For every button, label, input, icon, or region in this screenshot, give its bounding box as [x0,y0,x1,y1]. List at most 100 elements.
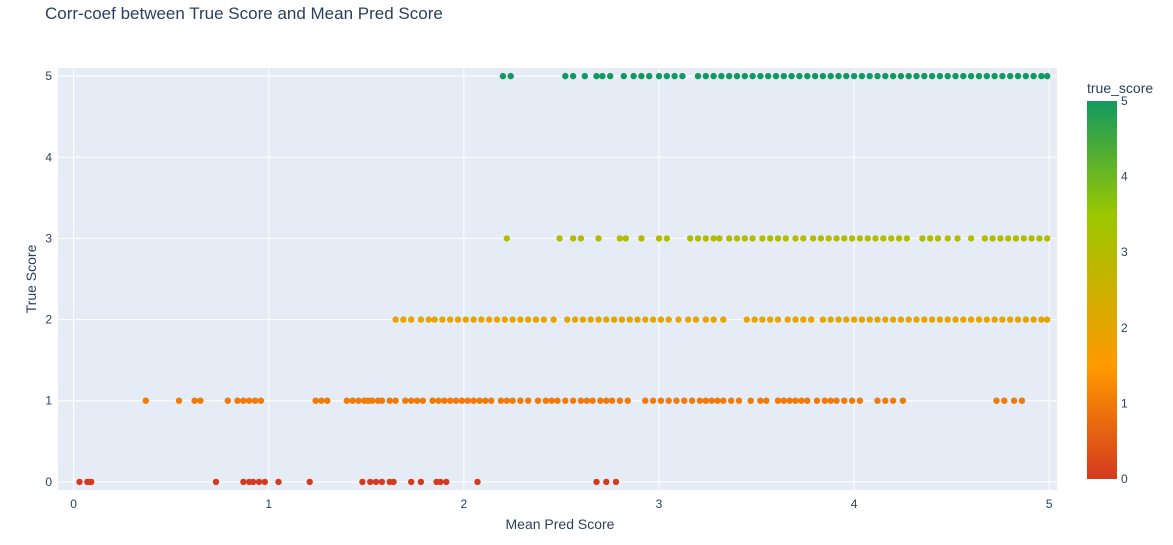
data-point [408,397,415,404]
data-point [616,235,624,242]
data-point [710,72,717,80]
data-point [673,397,680,404]
x-tick-label: 3 [656,497,663,511]
data-point [718,72,725,80]
data-point [811,72,819,80]
data-point [443,478,450,486]
data-point [1038,316,1045,323]
x-tick-label: 1 [265,497,272,511]
data-point [493,316,501,323]
data-point [716,235,723,242]
data-point [960,72,967,80]
data-point [540,316,547,323]
data-point [813,397,821,404]
data-point [349,397,356,404]
data-point [1014,72,1022,80]
data-point [417,478,425,486]
data-point [431,316,438,323]
data-point [928,72,936,80]
data-point [624,397,631,404]
data-point [593,478,600,486]
data-point [454,316,462,323]
data-point [240,397,247,404]
data-point [577,397,585,404]
data-point [359,478,366,486]
data-point [882,397,889,404]
data-point [833,397,840,404]
data-point [642,397,649,404]
data-point [425,316,432,323]
data-point [997,235,1004,242]
data-point [804,397,811,404]
data-point [804,72,811,80]
colorbar-tick-labels: 0 1 2 3 4 5 [1121,94,1128,486]
y-axis-title: True Score [23,244,39,313]
data-point [975,72,983,80]
data-point [579,316,587,323]
data-point [663,72,670,80]
data-point [595,235,602,242]
data-point [749,235,756,242]
data-point [702,316,709,323]
x-tick-label: 0 [70,497,77,511]
data-point [792,397,799,404]
data-point [1007,316,1014,323]
data-point [525,316,532,323]
data-point [743,316,750,323]
data-point [954,235,961,242]
data-point [944,235,951,242]
data-point [622,235,629,242]
data-point [841,397,848,404]
data-point [577,235,585,242]
data-point [850,316,858,323]
data-point [488,397,495,404]
data-point [772,72,780,80]
data-point [1030,72,1037,80]
data-point [470,316,477,323]
data-point [1028,235,1035,242]
data-point [562,397,569,404]
data-point [874,397,881,404]
data-point [993,397,1000,404]
y-tick-label: 2 [45,313,52,327]
data-point [525,397,532,404]
data-point [817,235,825,242]
data-point [402,397,409,404]
data-point [507,72,514,80]
colorbar-title: true_score [1087,80,1153,96]
data-point [532,316,540,323]
data-point [1012,235,1020,242]
data-point [408,316,415,323]
data-point [819,72,827,80]
data-point [848,397,856,404]
data-point [610,316,618,323]
data-point [1036,235,1043,242]
data-point [967,316,975,323]
data-point [642,316,649,323]
data-point [913,316,920,323]
data-point [800,316,807,323]
data-point [1038,72,1045,80]
data-point [889,72,897,80]
data-point [967,235,975,242]
data-point [612,478,620,486]
data-point [702,397,709,404]
colorbar-tick-label: 4 [1121,170,1128,184]
data-point [569,397,577,404]
data-point [882,72,889,80]
data-point [856,397,864,404]
data-point [458,397,466,404]
data-point [835,316,842,323]
data-point [1022,72,1029,80]
data-point [534,397,542,404]
data-point [665,397,672,404]
data-point [517,397,524,404]
data-point [991,72,998,80]
data-point [603,397,610,404]
data-point [419,397,427,404]
data-point [833,235,840,242]
colorbar-tick-label: 1 [1121,396,1128,410]
y-tick-label: 4 [45,150,52,164]
data-point [548,397,555,404]
data-point [899,397,907,404]
